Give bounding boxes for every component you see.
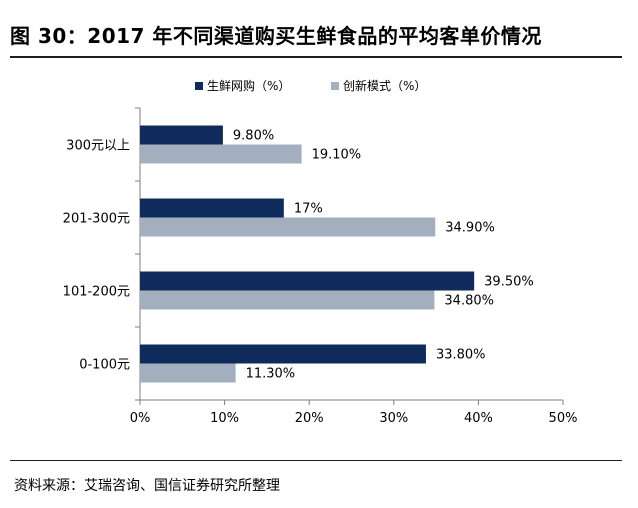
- data-label: 9.80%: [233, 129, 274, 144]
- x-tick-label: 20%: [295, 411, 324, 426]
- x-tick-label: 10%: [210, 411, 239, 426]
- data-label: 34.80%: [444, 294, 494, 309]
- chart-legend: 生鲜网购（%） 创新模式（%）: [195, 78, 426, 93]
- bar-1-2: [140, 198, 284, 218]
- bar-2-3: [140, 290, 435, 310]
- x-tick-label: 30%: [379, 411, 408, 426]
- x-tick-label: 0%: [130, 411, 151, 426]
- data-label: 34.90%: [445, 221, 495, 236]
- y-tick-label: 101-200元: [63, 285, 130, 300]
- chart-title: 图 30：2017 年不同渠道购买生鲜食品的平均客单价情况: [10, 24, 542, 48]
- bar-chart: 生鲜网购（%） 创新模式（%） 0% 10% 20% 30% 40% 50% 300元以上 9.…: [63, 78, 578, 426]
- bar-2-4: [140, 363, 236, 383]
- x-tick-label: 50%: [549, 411, 578, 426]
- bar-2-2: [140, 217, 436, 237]
- plot-area: 0% 10% 20% 30% 40% 50% 300元以上 9.80% 19.10% 201-30…: [63, 107, 578, 426]
- y-tick-label: 0-100元: [79, 358, 130, 373]
- bar-1-4: [140, 344, 426, 364]
- legend-label-1: 生鲜网购（%）: [207, 78, 290, 93]
- title-divider: [10, 56, 622, 58]
- data-label: 19.10%: [312, 148, 362, 163]
- legend-swatch-2: [331, 82, 339, 90]
- data-label: 39.50%: [484, 275, 534, 290]
- data-label: 11.30%: [246, 367, 296, 382]
- data-label: 33.80%: [436, 348, 486, 363]
- data-label: 17%: [294, 202, 323, 217]
- bar-1-3: [140, 271, 475, 291]
- source-note: 资料来源：艾瑞咨询、国信证券研究所整理: [14, 478, 280, 494]
- source-divider: [10, 460, 622, 461]
- y-tick-label: 300元以上: [66, 139, 130, 154]
- bar-1-1: [140, 125, 223, 145]
- legend-swatch-1: [195, 82, 203, 90]
- legend-label-2: 创新模式（%）: [343, 78, 426, 93]
- y-tick-label: 201-300元: [63, 212, 130, 227]
- x-tick-label: 40%: [464, 411, 493, 426]
- bar-2-1: [140, 144, 302, 164]
